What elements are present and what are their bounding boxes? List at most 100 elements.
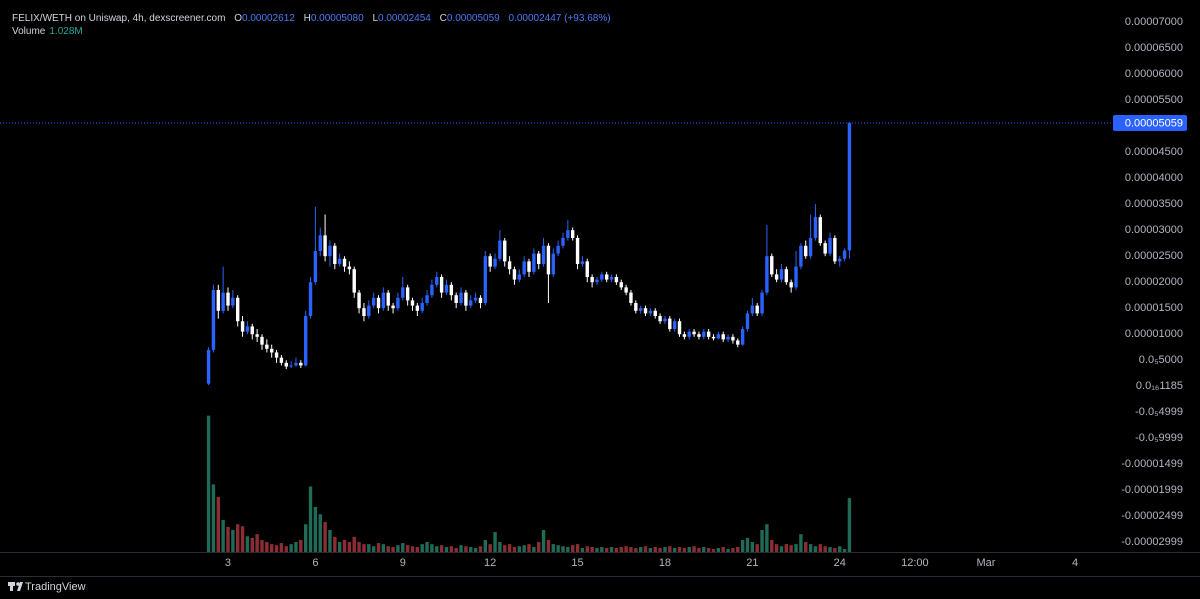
candle-body [396,297,400,309]
candle-body [784,269,789,283]
volume-bar [367,544,371,552]
candle-body [813,217,818,238]
low-key: L [372,13,379,24]
volume-bar [590,547,594,552]
volume-bar [736,547,740,552]
x-tick-label: 3 [225,557,231,569]
candle-body [498,240,502,259]
volume-bar [755,544,759,552]
volume-bar [740,539,745,552]
volume-bar [362,544,366,552]
candle-body [546,245,551,275]
candle-body [503,240,507,262]
y-tick-label: 0.0₅5000 [1139,354,1183,366]
ohlc-row: FELIX/WETH on Uniswap, 4h, dexscreener.c… [12,12,611,25]
candle-body [260,336,264,345]
volume-bar [575,544,580,552]
volume-bar [532,547,536,552]
y-tick-label: 0.0₁₆1185 [1136,380,1183,392]
volume-bar [643,546,648,552]
candle-body [794,266,798,288]
candle-body [847,123,852,251]
x-tick-label: 18 [659,557,671,569]
candle-body [672,321,677,330]
candle-body [342,258,347,267]
candle-body [663,318,667,322]
volume-bar [697,548,701,552]
low-value: 0.00002454 [378,13,431,24]
volume-bar [663,547,667,552]
volume-bar [556,545,560,552]
volume-bar [357,542,361,552]
price-label: 0.00005059 [1125,117,1183,129]
volume-bar [444,547,449,552]
volume-bar [677,547,682,552]
volume-bar [255,534,259,552]
candle-body [231,297,235,306]
candle-body [731,336,735,341]
volume-bar [566,547,570,552]
volume-bar [328,529,332,552]
candle-body [556,245,560,254]
y-tick-label: -0.00001499 [1121,458,1183,470]
y-tick-label: 0.00006000 [1125,68,1183,80]
volume-bar [410,546,415,552]
candle-body [483,256,488,304]
candle-body [585,261,589,277]
candle-body [765,256,769,293]
candle-body [682,334,687,337]
candle-body [614,276,619,283]
volume-bar [731,548,735,552]
volume-bar [333,536,337,552]
candle-body [604,274,609,280]
candle-body [507,261,512,270]
symbol: FELIX/WETH on Uniswap, 4h, dexscreener.c… [12,13,226,24]
volume-bar [371,546,376,552]
volume-bar [770,539,774,552]
volume-bar [211,484,216,552]
brand: TradingView [25,581,86,593]
x-tick-label: 12 [484,557,496,569]
volume-bar [503,545,507,552]
candle-body [833,237,837,262]
candle-body [842,250,847,259]
candle-body [313,250,318,283]
candle-body [702,331,706,337]
candle-body [745,313,750,330]
volume-bar [546,539,551,552]
candle-body [323,235,327,257]
candle-body [478,297,483,304]
close-value: 0.00005059 [446,13,500,24]
candle-body [828,237,832,254]
legend: FELIX/WETH on Uniswap, 4h, dexscreener.c… [12,12,611,38]
open-value: 0.00002612 [241,13,295,24]
volume-bar [687,547,691,552]
candle-body [697,334,701,337]
candle-body [838,258,842,262]
close-key: C [439,13,447,24]
volume-bar [551,544,555,552]
candle-body [789,282,793,288]
volume-bar [706,548,711,552]
candle-body [235,297,240,322]
candle-body [799,245,803,267]
candle-body [541,245,546,264]
candle-body [294,362,298,366]
candle-body [537,253,541,264]
volume-bar [488,544,492,552]
candle-body [420,303,424,311]
volume-bar [638,547,643,552]
volume-bar [779,546,784,552]
volume-bar [711,549,716,552]
candle-body [357,292,361,309]
candle-body [740,329,745,345]
volume-bar [799,534,803,552]
open-key: O [234,13,242,24]
candle-body [279,357,284,363]
volume-bar [478,546,483,552]
volume-bar [808,544,813,552]
candle-body [818,217,822,244]
volume-bar [765,524,769,552]
candle-body [391,305,395,309]
volume-bar [279,543,284,552]
